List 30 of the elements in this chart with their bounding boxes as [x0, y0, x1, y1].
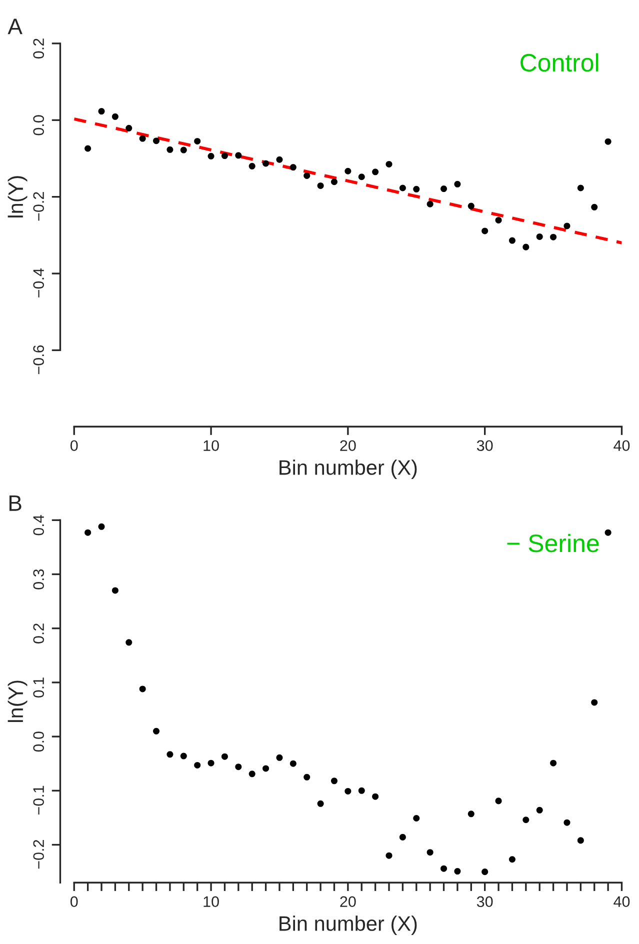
y-tick-label: −0.6	[33, 345, 44, 374]
x-tick-label: 0	[70, 440, 78, 452]
text: B	[9, 496, 22, 511]
y-tick-label: 0.0	[33, 115, 44, 136]
y-tick-label: 0.0	[33, 732, 44, 752]
annotation: − Serine	[507, 534, 599, 552]
annotation: Control	[520, 53, 598, 72]
x-tick-label: 40	[614, 896, 630, 908]
y-tick-label: −0.2	[33, 840, 44, 869]
y-axis-title: ln(Y)	[8, 680, 28, 722]
x-tick-label: 30	[476, 896, 493, 908]
x-tick-label: 20	[340, 440, 356, 452]
y-tick-label: 0.1	[33, 678, 44, 698]
x-tick-label: 10	[204, 440, 219, 452]
y-tick-label: 0.2	[33, 624, 44, 644]
y-axis-title: ln(Y)	[8, 176, 28, 218]
x-tick-label: 30	[476, 440, 493, 452]
x-axis-title: Bin number (X)	[280, 916, 417, 936]
x-axis-title: Bin number (X)	[280, 460, 417, 480]
x-tick-label: 20	[340, 896, 356, 908]
y-tick-label: −0.1	[33, 786, 44, 815]
x-tick-label: 40	[614, 440, 630, 452]
y-tick-label: 0.3	[33, 569, 44, 590]
y-tick-label: 0.2	[33, 38, 44, 59]
text: A	[8, 18, 22, 34]
y-tick-label: −0.2	[33, 192, 44, 221]
x-tick-label: 0	[70, 896, 78, 908]
x-tick-label: 10	[204, 896, 219, 908]
y-tick-label: −0.4	[33, 268, 44, 298]
y-tick-label: 0.4	[33, 515, 44, 536]
